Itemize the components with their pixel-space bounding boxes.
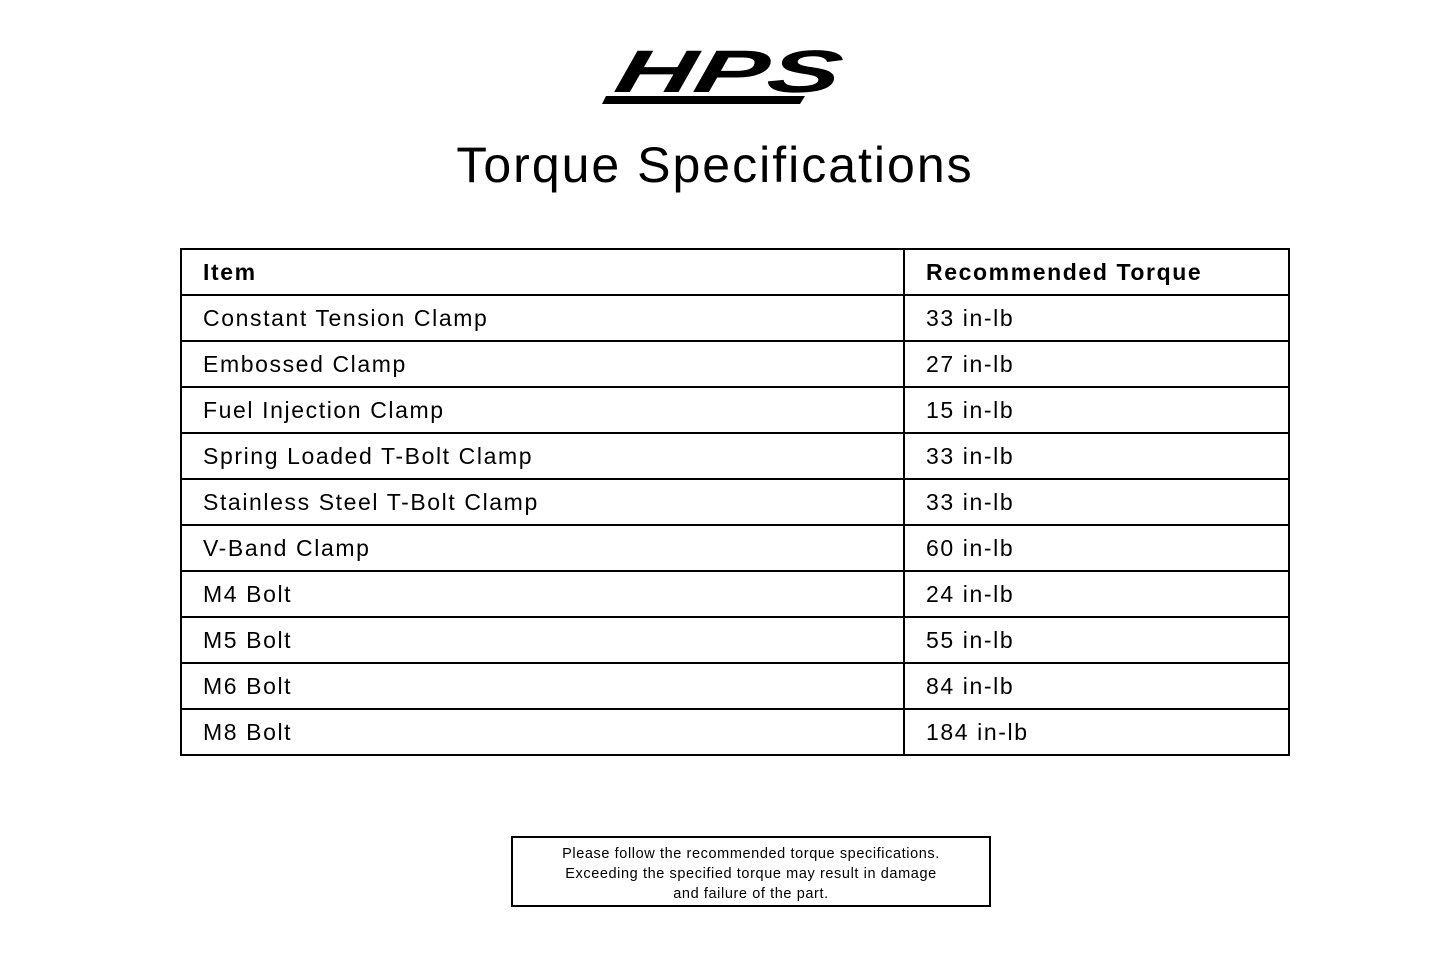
torque-cell: 33 in-lb bbox=[903, 432, 1290, 480]
table-row: Embossed Clamp 27 in-lb bbox=[180, 340, 1290, 388]
torque-cell: 184 in-lb bbox=[903, 708, 1290, 756]
torque-cell: 60 in-lb bbox=[903, 524, 1290, 572]
item-cell: M4 Bolt bbox=[180, 570, 905, 618]
torque-cell: 27 in-lb bbox=[903, 340, 1290, 388]
warning-note: Please follow the recommended torque spe… bbox=[511, 836, 991, 907]
torque-cell: 55 in-lb bbox=[903, 616, 1290, 664]
table-row: Spring Loaded T-Bolt Clamp 33 in-lb bbox=[180, 432, 1290, 480]
svg-text:HPS: HPS bbox=[609, 46, 845, 105]
torque-cell: 33 in-lb bbox=[903, 478, 1290, 526]
item-cell: V-Band Clamp bbox=[180, 524, 905, 572]
page-title: Torque Specifications bbox=[456, 137, 974, 193]
item-cell: Constant Tension Clamp bbox=[180, 294, 905, 342]
table-row: Constant Tension Clamp 33 in-lb bbox=[180, 294, 1290, 342]
item-cell: Fuel Injection Clamp bbox=[180, 386, 905, 434]
header-item: Item bbox=[180, 248, 905, 296]
hps-logo: HPS bbox=[602, 46, 845, 105]
torque-cell: 33 in-lb bbox=[903, 294, 1290, 342]
torque-table: Item Recommended Torque Constant Tension… bbox=[180, 248, 1290, 756]
torque-cell: 24 in-lb bbox=[903, 570, 1290, 618]
table-row: V-Band Clamp 60 in-lb bbox=[180, 524, 1290, 572]
torque-cell: 15 in-lb bbox=[903, 386, 1290, 434]
item-cell: Embossed Clamp bbox=[180, 340, 905, 388]
note-line: and failure of the part. bbox=[673, 886, 829, 902]
table-row: M5 Bolt 55 in-lb bbox=[180, 616, 1290, 664]
header-torque: Recommended Torque bbox=[903, 248, 1290, 296]
note-line: Exceeding the specified torque may resul… bbox=[565, 866, 937, 882]
table-row: Fuel Injection Clamp 15 in-lb bbox=[180, 386, 1290, 434]
table-row: M8 Bolt 184 in-lb bbox=[180, 708, 1290, 756]
torque-cell: 84 in-lb bbox=[903, 662, 1290, 710]
table-row: M4 Bolt 24 in-lb bbox=[180, 570, 1290, 618]
table-row: M6 Bolt 84 in-lb bbox=[180, 662, 1290, 710]
item-cell: M6 Bolt bbox=[180, 662, 905, 710]
item-cell: M5 Bolt bbox=[180, 616, 905, 664]
item-cell: Spring Loaded T-Bolt Clamp bbox=[180, 432, 905, 480]
item-cell: Stainless Steel T-Bolt Clamp bbox=[180, 478, 905, 526]
note-line: Please follow the recommended torque spe… bbox=[562, 846, 940, 862]
table-header-row: Item Recommended Torque bbox=[180, 248, 1290, 296]
item-cell: M8 Bolt bbox=[180, 708, 905, 756]
table-row: Stainless Steel T-Bolt Clamp 33 in-lb bbox=[180, 478, 1290, 526]
